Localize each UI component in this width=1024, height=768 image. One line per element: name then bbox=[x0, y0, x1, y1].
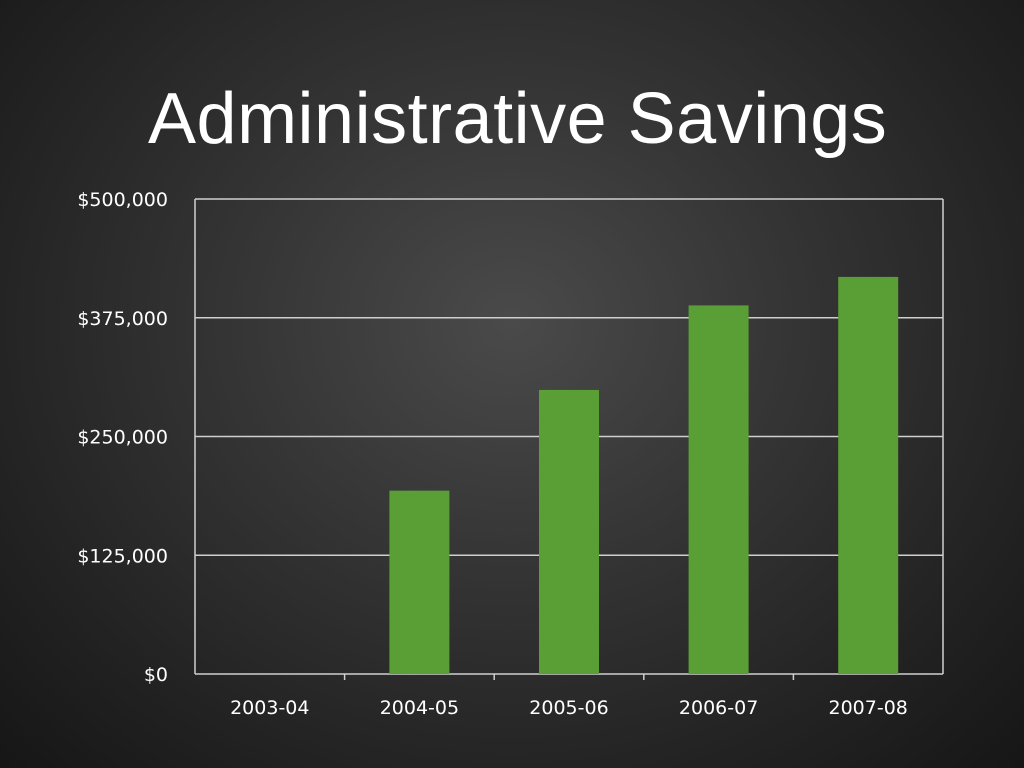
y-tick-label: $500,000 bbox=[77, 189, 168, 211]
x-tick-label: 2007-08 bbox=[829, 697, 908, 719]
bar bbox=[688, 305, 749, 674]
slide-title: Administrative Savings bbox=[148, 79, 888, 159]
y-tick-label: $375,000 bbox=[77, 308, 168, 330]
y-tick-label: $125,000 bbox=[77, 545, 168, 567]
y-tick-label: $250,000 bbox=[77, 427, 168, 449]
x-tick-label: 2006-07 bbox=[679, 697, 758, 719]
y-tick-label: $0 bbox=[144, 664, 168, 686]
bar bbox=[539, 389, 599, 674]
bar bbox=[389, 490, 450, 674]
x-tick-label: 2005-06 bbox=[529, 697, 608, 719]
bar bbox=[838, 276, 899, 674]
x-tick-label: 2004-05 bbox=[380, 697, 459, 719]
x-tick-label: 2003-04 bbox=[230, 697, 309, 719]
